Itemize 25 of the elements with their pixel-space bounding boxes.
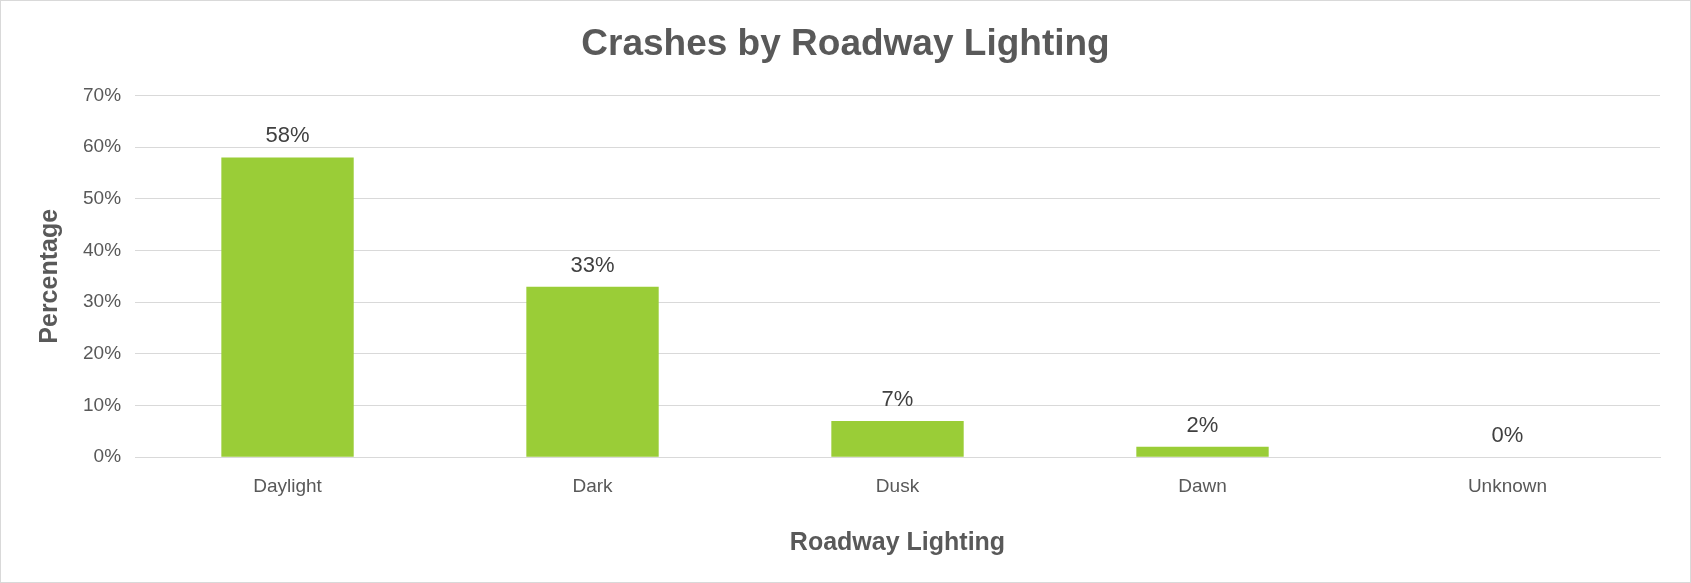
bar bbox=[831, 421, 964, 457]
y-axis-title: Percentage bbox=[33, 208, 62, 344]
y-tick-label: 40% bbox=[83, 238, 122, 260]
y-tick-label: 30% bbox=[83, 290, 122, 312]
bar bbox=[1136, 446, 1269, 457]
x-tick-label: Daylight bbox=[253, 474, 323, 496]
data-label: 2% bbox=[1186, 411, 1219, 437]
data-label: 33% bbox=[570, 251, 615, 277]
y-tick-label: 50% bbox=[83, 187, 122, 209]
chart-title: Crashes by Roadway Lighting bbox=[581, 22, 1110, 64]
y-tick-label: 70% bbox=[83, 83, 122, 105]
y-tick-label: 10% bbox=[83, 393, 122, 415]
bar bbox=[526, 286, 659, 457]
y-tick-label: 0% bbox=[93, 445, 122, 467]
x-tick-label: Unknown bbox=[1467, 474, 1548, 496]
data-label: 58% bbox=[265, 122, 310, 148]
bar bbox=[221, 157, 354, 457]
x-tick-label: Dark bbox=[572, 474, 614, 496]
data-label: 7% bbox=[881, 386, 914, 412]
x-tick-label: Dawn bbox=[1178, 474, 1227, 496]
x-axis-title: Roadway Lighting bbox=[789, 526, 1006, 555]
x-tick-label: Dusk bbox=[875, 474, 920, 496]
y-tick-label: 60% bbox=[83, 135, 122, 157]
data-label: 0% bbox=[1491, 422, 1524, 448]
y-tick-label: 20% bbox=[83, 342, 122, 364]
